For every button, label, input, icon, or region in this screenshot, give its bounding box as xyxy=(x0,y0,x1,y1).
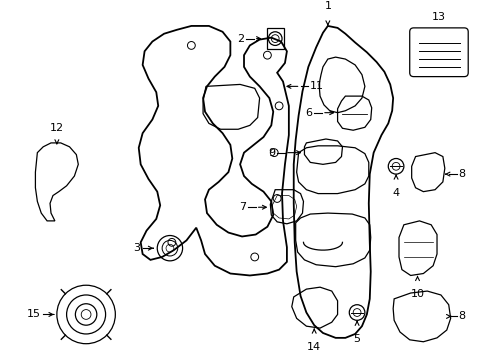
Text: 2: 2 xyxy=(236,33,244,44)
Text: 5: 5 xyxy=(353,334,360,344)
Text: 6: 6 xyxy=(305,108,312,118)
Text: 7: 7 xyxy=(238,202,245,212)
Text: 4: 4 xyxy=(392,188,399,198)
Text: 9: 9 xyxy=(267,148,275,158)
Text: 12: 12 xyxy=(50,123,64,133)
Text: 13: 13 xyxy=(431,12,445,22)
Text: 1: 1 xyxy=(324,1,331,11)
Text: 10: 10 xyxy=(410,289,424,299)
Text: 11: 11 xyxy=(310,81,324,91)
Text: 3: 3 xyxy=(133,243,141,253)
Text: 8: 8 xyxy=(458,311,465,321)
Text: 14: 14 xyxy=(306,342,321,352)
Text: 15: 15 xyxy=(27,310,41,319)
Text: 8: 8 xyxy=(458,169,465,179)
